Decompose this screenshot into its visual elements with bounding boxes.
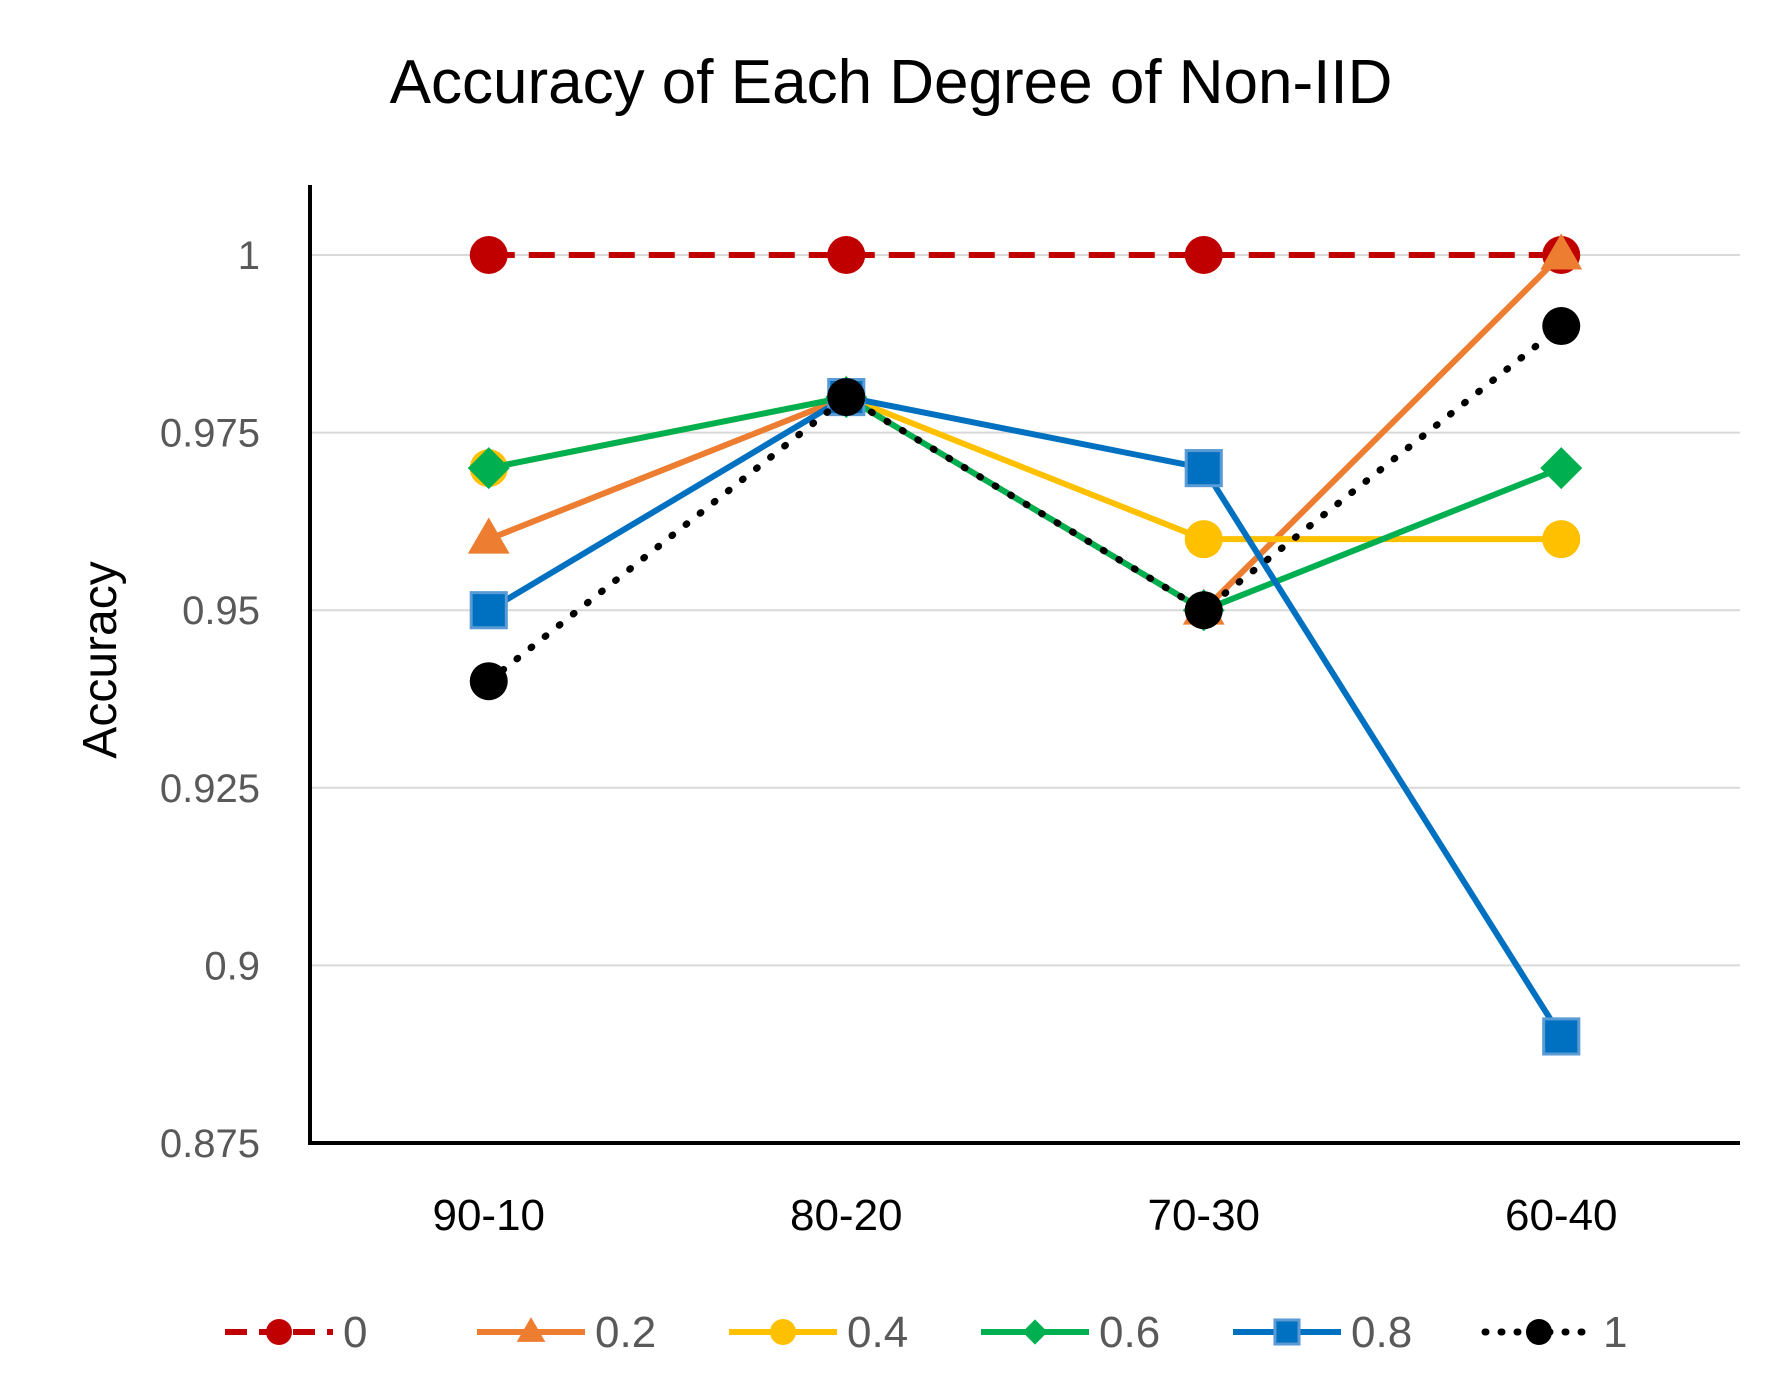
data-point <box>1184 449 1223 488</box>
y-tick-label: 0.925 <box>160 767 260 811</box>
legend-marker <box>1022 1319 1048 1345</box>
series-0 <box>469 236 1581 274</box>
y-tick-label: 1 <box>238 234 260 278</box>
legend-marker <box>770 1319 796 1345</box>
x-tick-label: 90-10 <box>432 1191 545 1240</box>
data-point <box>1184 236 1223 274</box>
legend-item-1: 1 <box>1481 1308 1627 1357</box>
y-tick-label: 0.875 <box>160 1122 260 1166</box>
series-1 <box>469 307 1581 701</box>
data-point <box>1184 520 1223 559</box>
y-axis-label: Accuracy <box>74 561 127 758</box>
data-point <box>1542 1017 1581 1056</box>
data-point <box>1542 520 1581 559</box>
legend-label: 0.6 <box>1099 1308 1160 1357</box>
legend-label: 1 <box>1603 1308 1627 1357</box>
series-group <box>467 233 1583 1056</box>
x-tick-label: 60-40 <box>1505 1191 1618 1240</box>
data-point <box>469 236 508 274</box>
data-point <box>469 662 508 701</box>
legend-marker <box>266 1319 292 1345</box>
data-point <box>1540 447 1583 490</box>
legend-marker <box>516 1317 546 1342</box>
data-point <box>469 591 508 630</box>
y-tick-label: 0.95 <box>182 589 260 633</box>
data-point <box>1184 591 1223 630</box>
y-tick-label: 0.9 <box>204 944 260 988</box>
data-point <box>827 236 866 274</box>
legend-item-0.2: 0.2 <box>477 1308 656 1357</box>
series-line <box>487 394 1564 1039</box>
legend-item-0.6: 0.6 <box>981 1308 1160 1357</box>
legend-item-0.8: 0.8 <box>1233 1308 1412 1357</box>
data-point <box>1542 307 1581 346</box>
legend-label: 0.2 <box>595 1308 656 1357</box>
legend-item-0: 0 <box>225 1308 367 1357</box>
data-point <box>467 447 510 490</box>
x-tick-labels: 90-10 80-20 70-30 60-40 <box>432 1191 1617 1240</box>
x-tick-label: 70-30 <box>1147 1191 1260 1240</box>
axes <box>308 185 1740 1145</box>
legend-label: 0.4 <box>847 1308 908 1357</box>
y-tick-labels: 0.875 0.9 0.925 0.95 0.975 1 <box>160 234 260 1166</box>
legend-label: 0 <box>343 1308 367 1357</box>
legend-label: 0.8 <box>1351 1308 1412 1357</box>
series-0.2 <box>467 233 1583 625</box>
data-point <box>827 378 866 417</box>
x-tick-label: 80-20 <box>790 1191 903 1240</box>
gridlines <box>310 254 1740 967</box>
data-point <box>467 517 510 554</box>
legend-marker <box>1273 1318 1301 1346</box>
legend-marker <box>1526 1319 1552 1345</box>
legend: 0 0.2 0.4 0.6 0.8 1 <box>225 1308 1627 1357</box>
legend-item-0.4: 0.4 <box>729 1308 908 1357</box>
series-line <box>485 322 1565 685</box>
data-point <box>1540 233 1583 270</box>
chart-title: Accuracy of Each Degree of Non-IID <box>390 48 1393 117</box>
y-tick-label: 0.975 <box>160 412 260 456</box>
